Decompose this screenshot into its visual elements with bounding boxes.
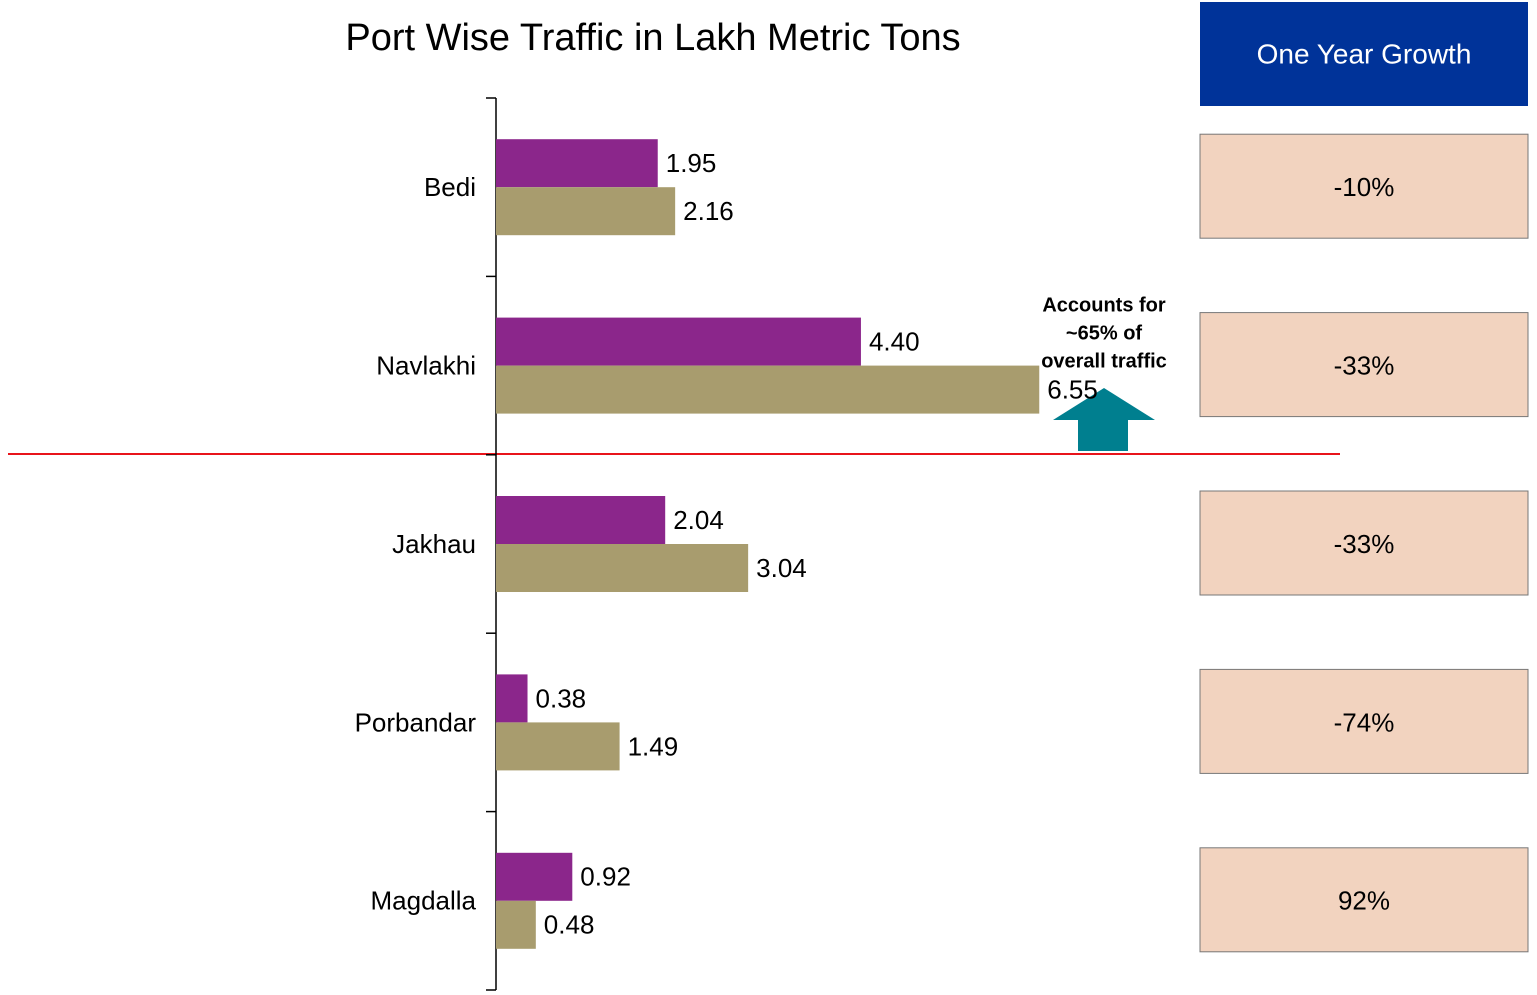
value-label: 3.04 xyxy=(756,553,807,583)
growth-value: -33% xyxy=(1334,529,1395,559)
bar xyxy=(496,317,861,366)
bar xyxy=(496,544,749,592)
arrow xyxy=(1053,388,1155,451)
growth-value: -74% xyxy=(1334,707,1395,737)
table-header-text: One Year Growth xyxy=(1257,38,1472,69)
growth-cell xyxy=(1199,490,1529,596)
value-label: 0.38 xyxy=(536,683,587,713)
growth-cell xyxy=(1199,847,1529,953)
value-label: 0.92 xyxy=(580,862,631,892)
value-label: 6.55 xyxy=(1047,374,1098,404)
annotation: ~65% of xyxy=(1066,322,1142,344)
bar xyxy=(496,496,666,544)
value-label: 2.04 xyxy=(673,505,724,535)
growth-value: 92% xyxy=(1338,886,1390,916)
growth-value: -33% xyxy=(1334,350,1395,380)
category-label: Navlakhi xyxy=(376,350,476,380)
bar xyxy=(496,722,620,771)
growth-cell xyxy=(1199,668,1529,774)
bar xyxy=(496,365,1040,414)
category-label: Porbandar xyxy=(355,707,477,737)
category-label: Jakhau xyxy=(392,529,476,559)
bar xyxy=(496,900,536,949)
value-label: 1.49 xyxy=(628,731,679,761)
annotation: overall traffic xyxy=(1041,350,1167,372)
bar xyxy=(496,852,573,901)
growth-value: -10% xyxy=(1334,172,1395,202)
bar xyxy=(496,674,528,723)
table-header xyxy=(1200,2,1528,106)
chart-title: Port Wise Traffic in Lakh Metric Tons xyxy=(345,17,960,59)
bar xyxy=(496,187,676,236)
growth-cell xyxy=(1199,133,1529,239)
value-label: 1.95 xyxy=(666,148,717,178)
value-label: 2.16 xyxy=(683,196,734,226)
category-label: Magdalla xyxy=(370,886,476,916)
value-label: 0.48 xyxy=(544,910,595,940)
value-label: 4.40 xyxy=(869,326,920,356)
category-label: Bedi xyxy=(424,172,476,202)
bar xyxy=(496,139,658,188)
growth-cell xyxy=(1199,312,1529,418)
annotation: Accounts for xyxy=(1042,294,1166,316)
